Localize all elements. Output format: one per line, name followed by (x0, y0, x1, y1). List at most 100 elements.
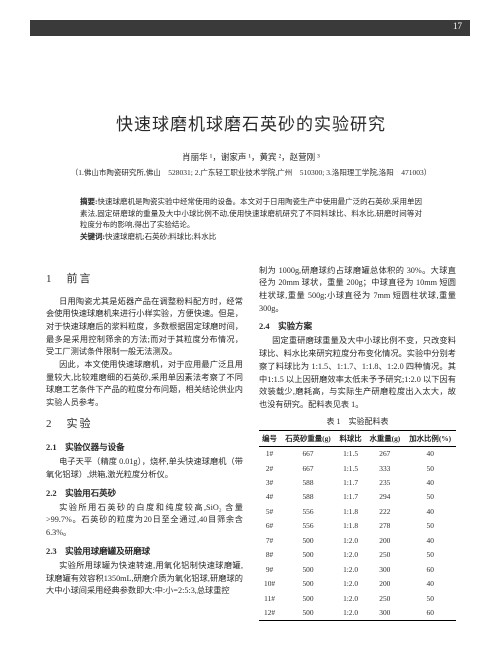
table-cell: 222 (365, 504, 404, 518)
table-cell: 50 (404, 591, 456, 605)
table-cell: 12# (259, 606, 280, 621)
table-cell: 1:2.0 (336, 533, 365, 547)
abstract-label: 摘要: (80, 197, 98, 206)
table-cell: 1:1.8 (336, 519, 365, 533)
section-1-para-1: 日用陶瓷尤其是炻器产品在调整粉料配方时，经常会使用快速球磨机来进行小样实验，方便… (46, 296, 243, 360)
right-column: 制为 1000g,研磨球约占球磨罐总体积的 30%。大球直径为 20mm 球状，… (259, 265, 456, 622)
table-cell: 667 (280, 446, 336, 461)
table-cell: 556 (280, 519, 336, 533)
table-cell: 250 (365, 548, 404, 562)
table-cell: 1:2.0 (336, 548, 365, 562)
table-cell: 1:2.0 (336, 577, 365, 591)
section-2-3-text: 实验所用球罐为快速转速,用氧化铝制快速球磨罐,球磨罐有效容积1350mL,研磨介… (46, 560, 243, 598)
table-cell: 11# (259, 591, 280, 605)
table-cell: 1# (259, 446, 280, 461)
two-column-body: 1 前言 日用陶瓷尤其是炻器产品在调整粉料配方时，经常会使用快速球磨机来进行小样… (46, 265, 456, 622)
table-row: 9#5001:2.030060 (259, 562, 456, 576)
table-cell: 500 (280, 577, 336, 591)
table-col-header: 加水比例(%) (404, 431, 456, 446)
keywords-text: 快速球磨机;石英砂;料球比;料水比 (105, 232, 216, 241)
table-cell: 1:2.0 (336, 606, 365, 621)
section-1-para-2: 因此，本文使用快速球磨机，对于应用最广泛且用量较大,比较难磨细的石英砂,采用单因… (46, 359, 243, 410)
section-2-4-heading: 2.4 实验方案 (259, 320, 456, 333)
section-2-2-heading: 2.2 实验用石英砂 (46, 487, 243, 500)
section-2-1-text: 电子天平（精度 0.01g），烧杯,单头快速球磨机（带氧化铝球）,烘箱,激光粒度… (46, 456, 243, 481)
table-cell: 500 (280, 533, 336, 547)
table-1: 编号石英砂重量(g)料球比水重量(g)加水比例(%) 1#6671:1.5267… (259, 430, 456, 621)
table-cell: 40 (404, 446, 456, 461)
table-cell: 250 (365, 591, 404, 605)
table-cell: 300 (365, 606, 404, 621)
table-row: 6#5561:1.827850 (259, 519, 456, 533)
keywords-label: 关键词: (80, 232, 105, 241)
table-cell: 2# (259, 461, 280, 475)
table-row: 7#5001:2.020040 (259, 533, 456, 547)
table-cell: 1:1.5 (336, 446, 365, 461)
table-col-header: 水重量(g) (365, 431, 404, 446)
table-cell: 1:1.5 (336, 461, 365, 475)
page-content: 快速球磨机球磨石英砂的实验研究 肖丽华 ¹，谢家声 ¹，黄宾 ²，赵营刚 ³ （… (46, 110, 456, 621)
table-row: 3#5881:1.723540 (259, 476, 456, 490)
table-row: 4#5881:1.729450 (259, 490, 456, 504)
right-continuation: 制为 1000g,研磨球约占球磨罐总体积的 30%。大球直径为 20mm 球状，… (259, 265, 456, 316)
table-cell: 200 (365, 577, 404, 591)
section-2-heading: 2 实验 (46, 416, 243, 433)
table-cell: 1:1.7 (336, 490, 365, 504)
table-cell: 1:1.7 (336, 476, 365, 490)
abstract-line: 摘要:快速球磨机是陶瓷实验中经常使用的设备。本文对于日用陶瓷生产中使用最广泛的石… (80, 196, 422, 231)
table-cell: 500 (280, 606, 336, 621)
table-cell: 333 (365, 461, 404, 475)
table-col-header: 石英砂重量(g) (280, 431, 336, 446)
table-cell: 7# (259, 533, 280, 547)
table-row: 12#5001:2.030060 (259, 606, 456, 621)
table-col-header: 编号 (259, 431, 280, 446)
left-column: 1 前言 日用陶瓷尤其是炻器产品在调整粉料配方时，经常会使用快速球磨机来进行小样… (46, 265, 243, 622)
table-cell: 667 (280, 461, 336, 475)
table-cell: 50 (404, 490, 456, 504)
table-cell: 4# (259, 490, 280, 504)
section-1-heading: 1 前言 (46, 271, 243, 288)
table-row: 2#6671:1.533350 (259, 461, 456, 475)
table-cell: 60 (404, 562, 456, 576)
section-2-2-text: 实验所用石英砂的白度和纯度较高,SiO₂ 含量>99.7%。石英砂的粒度为20日… (46, 502, 243, 540)
table-cell: 300 (365, 562, 404, 576)
table-cell: 235 (365, 476, 404, 490)
table-cell: 294 (365, 490, 404, 504)
table-cell: 588 (280, 490, 336, 504)
table-cell: 60 (404, 606, 456, 621)
table-cell: 50 (404, 548, 456, 562)
section-2-4-text: 固定重研磨球重量及大中小球比例不变，只改变料球比、料水比来研究粒度分布变化情况。… (259, 335, 456, 411)
abstract-text: 快速球磨机是陶瓷实验中经常使用的设备。本文对于日用陶瓷生产中使用最广泛的石英砂,… (80, 197, 422, 229)
section-2-1-heading: 2.1 实验仪器与设备 (46, 441, 243, 454)
table-cell: 50 (404, 519, 456, 533)
table-row: 5#5561:1.822240 (259, 504, 456, 518)
table-cell: 500 (280, 591, 336, 605)
table-cell: 1:2.0 (336, 562, 365, 576)
keywords-line: 关键词:快速球磨机;石英砂;料球比;料水比 (80, 231, 422, 243)
table-cell: 588 (280, 476, 336, 490)
table-row: 11#5001:2.025050 (259, 591, 456, 605)
table-cell: 6# (259, 519, 280, 533)
table-cell: 9# (259, 562, 280, 576)
table-cell: 1:2.0 (336, 591, 365, 605)
table-cell: 10# (259, 577, 280, 591)
authors: 肖丽华 ¹，谢家声 ¹，黄宾 ²，赵营刚 ³ (46, 151, 456, 163)
table-cell: 500 (280, 548, 336, 562)
header-bar: 17 (30, 20, 470, 36)
table-row: 10#5001:2.020040 (259, 577, 456, 591)
table-cell: 267 (365, 446, 404, 461)
table-cell: 500 (280, 562, 336, 576)
table-1-title: 表 1 实验配料表 (259, 416, 456, 428)
table-row: 8#5001:2.025050 (259, 548, 456, 562)
table-header-row: 编号石英砂重量(g)料球比水重量(g)加水比例(%) (259, 431, 456, 446)
table-cell: 40 (404, 577, 456, 591)
table-cell: 3# (259, 476, 280, 490)
table-cell: 8# (259, 548, 280, 562)
table-cell: 40 (404, 476, 456, 490)
table-cell: 1:1.8 (336, 504, 365, 518)
table-cell: 40 (404, 533, 456, 547)
section-2-3-heading: 2.3 实验用球磨罐及研磨球 (46, 545, 243, 558)
table-cell: 40 (404, 504, 456, 518)
table-body: 1#6671:1.5267402#6671:1.5333503#5881:1.7… (259, 446, 456, 621)
table-col-header: 料球比 (336, 431, 365, 446)
